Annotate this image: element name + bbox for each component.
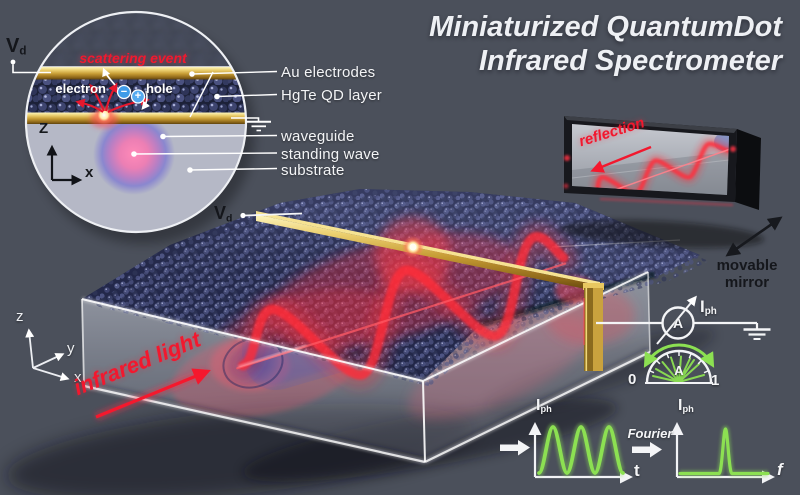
device-vd-leader [240, 212, 303, 219]
scattering-event-label: scattering event [79, 50, 187, 66]
reflection-arrow [590, 145, 652, 173]
gauge-min-label: 0 [628, 371, 637, 388]
infrared-arrow [94, 368, 211, 421]
fourier-label: Fourier [627, 426, 673, 441]
axis-z-label: z [16, 308, 24, 325]
electron-particle [116, 84, 132, 100]
axis-x-label: x [74, 369, 82, 386]
hole-sign: + [134, 90, 142, 102]
scattering-arrows [75, 82, 150, 113]
callout-au-electrodes: Au electrodes [281, 64, 376, 81]
signal-graphs [500, 422, 775, 484]
circuit [596, 295, 771, 345]
figure-title: Miniaturized QuantumDot Infrared Spectro… [330, 10, 782, 78]
callout-qd-layer: HgTe QD layer [281, 86, 382, 104]
inset-bottom-electrode [26, 112, 246, 124]
electron-label: electron [55, 81, 106, 96]
movable-mirror [560, 116, 783, 257]
callout-waveguide: waveguide [281, 127, 355, 145]
mirror-motion-arrow [725, 216, 783, 257]
interferogram-glow [535, 422, 627, 478]
device-axes [25, 328, 70, 381]
gauge [643, 343, 715, 384]
title-line1: Miniaturized QuantumDot [429, 11, 782, 43]
time-graph-y-label: Iph [536, 397, 552, 415]
ammeter-symbol [661, 306, 695, 340]
inset-callout-dots [10, 59, 220, 173]
device-vd-label: Vd [214, 203, 233, 225]
freq-graph-x-label: f [777, 460, 783, 479]
callout-substrate: substrate [281, 161, 345, 179]
photocurrent-label: Iph [700, 297, 717, 318]
freq-graph-y-label: Iph [678, 397, 694, 415]
gold-post-right [593, 288, 603, 371]
hole-label: hole [146, 81, 173, 96]
axis-y-label: y [67, 340, 75, 357]
electron-sign: − [120, 85, 128, 98]
gauge-max-label: 1 [711, 372, 720, 389]
gold-post-cap [583, 283, 604, 290]
input-arrow [500, 440, 530, 456]
hole-particle [130, 89, 146, 104]
gold-post-left [584, 288, 593, 371]
time-graph-x-label: t [634, 461, 640, 480]
interferogram-curve [537, 425, 625, 475]
inset-axis-z-label: Z [39, 120, 49, 137]
gold-electrode-bar [256, 211, 604, 371]
inset-axis-x-label: x [85, 164, 94, 181]
title-line2: Infrared Spectrometer [479, 45, 782, 77]
gauge-a-label: A [674, 363, 684, 378]
ammeter-label: A [672, 314, 684, 331]
fourier-arrow [632, 442, 662, 458]
callout-standing-wave: standing wave [281, 145, 380, 163]
spectrum-curve [678, 427, 770, 476]
inset-callout-lines [12, 64, 278, 171]
inset-rim [24, 10, 248, 234]
inset-diagram [26, 12, 246, 232]
carrier-arrows [102, 67, 151, 110]
inset-axes [46, 144, 83, 186]
inset-vd-label: Vd [6, 35, 27, 58]
movable-mirror-label: movable mirror [716, 257, 778, 291]
